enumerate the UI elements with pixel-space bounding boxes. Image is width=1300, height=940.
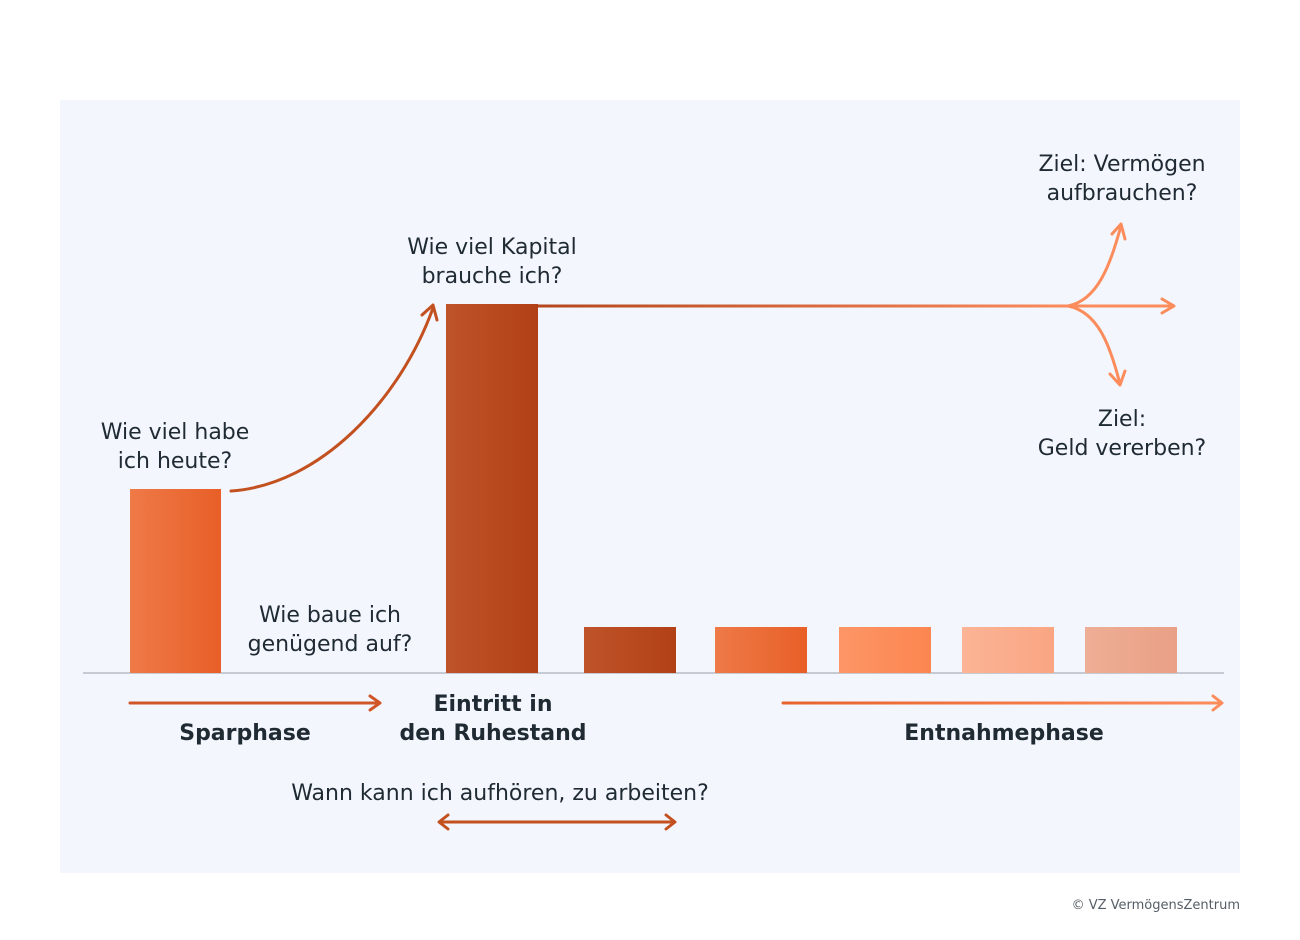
phase-retirement-label: Eintritt in den Ruhestand	[399, 692, 587, 746]
phase-savings-label: Sparphase	[179, 721, 311, 746]
savings-phase-arrow	[128, 694, 382, 712]
phase-withdrawal-label: Entnahmephase	[904, 721, 1104, 746]
bar-today-wealth	[130, 489, 221, 673]
question-build-up: Wie baue ich genügend auf?	[247, 603, 413, 657]
retirement-timing-arrow	[437, 813, 677, 831]
withdrawal-phase-arrowhead	[1211, 694, 1224, 712]
bar-withdrawal-3	[839, 627, 931, 673]
goal-spend-wealth: Ziel: Vermögen aufbrauchen?	[1038, 152, 1206, 206]
goal-branches	[1066, 222, 1176, 387]
bar-withdrawal-5	[1085, 627, 1177, 673]
bar-withdrawal-1	[584, 627, 676, 673]
goal-inherit-money: Ziel: Geld vererben?	[1037, 407, 1207, 461]
bar-withdrawal-4	[962, 627, 1054, 673]
bar-withdrawal-2	[715, 627, 807, 673]
question-when-stop: Wann kann ich aufhören, zu arbeiten?	[291, 781, 709, 806]
growth-curve-arrowhead	[420, 303, 439, 322]
copyright-notice: © VZ VermögensZentrum	[1071, 898, 1240, 913]
question-have-today: Wie viel habe ich heute?	[100, 420, 250, 474]
bar-retirement-capital	[446, 304, 538, 673]
question-capital-needed: Wie viel Kapital brauche ich?	[407, 235, 577, 289]
growth-curve-arrow	[229, 306, 435, 493]
